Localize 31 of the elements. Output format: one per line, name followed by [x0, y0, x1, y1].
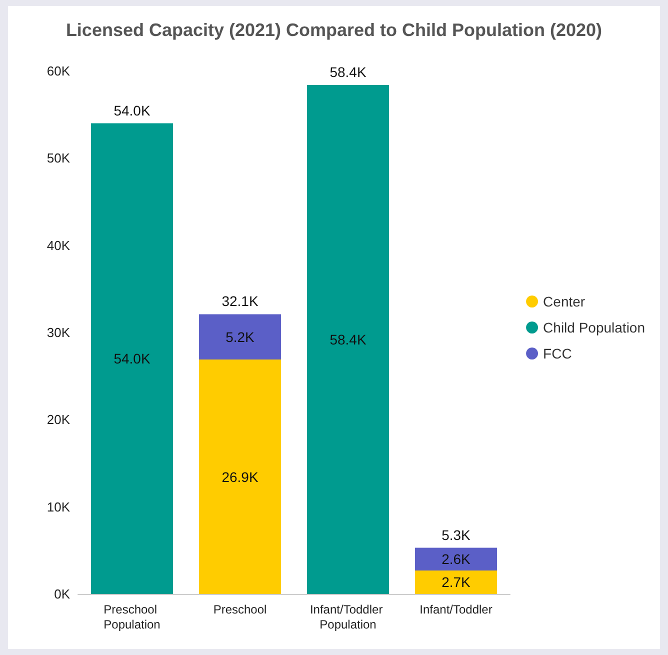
total-label: 5.3K: [442, 526, 472, 543]
legend-label: Child Population: [543, 320, 646, 336]
legend-label: FCC: [543, 346, 572, 362]
y-tick-label: 60K: [46, 64, 70, 78]
x-tick-label: Preschool Population: [104, 602, 160, 632]
data-label: 2.7K: [442, 574, 472, 590]
x-tick-label: Infant/Toddler: [420, 602, 492, 616]
x-tick-label: Infant/Toddler Population: [310, 602, 386, 632]
bar: [198, 314, 282, 360]
data-label: 2.6K: [442, 551, 472, 568]
total-label: 58.4K: [330, 64, 367, 80]
y-tick-label: 0K: [54, 586, 70, 602]
total-label: 54.0K: [114, 102, 151, 118]
legend-label: Center: [543, 294, 586, 310]
y-tick-label: 50K: [46, 150, 70, 166]
bar: [414, 548, 498, 570]
y-tick-label: 10K: [46, 499, 70, 514]
bar: [198, 360, 282, 594]
x-tick-label: Preschool: [213, 602, 267, 616]
y-tick-label: 30K: [46, 325, 70, 340]
bar: [90, 123, 174, 594]
data-label: 5.2K: [226, 328, 256, 345]
chart-title: Licensed Capacity (2021) Compared to Child Population (2020): [66, 20, 602, 40]
bar: [306, 84, 390, 594]
y-tick-label: 20K: [46, 412, 70, 428]
total-label: 32.1K: [222, 293, 259, 310]
data-label: 26.9K: [222, 468, 259, 485]
data-label: 58.4K: [330, 331, 367, 348]
bar: [414, 570, 498, 594]
data-label: 54.0K: [114, 350, 151, 367]
y-tick-label: 40K: [46, 238, 70, 253]
